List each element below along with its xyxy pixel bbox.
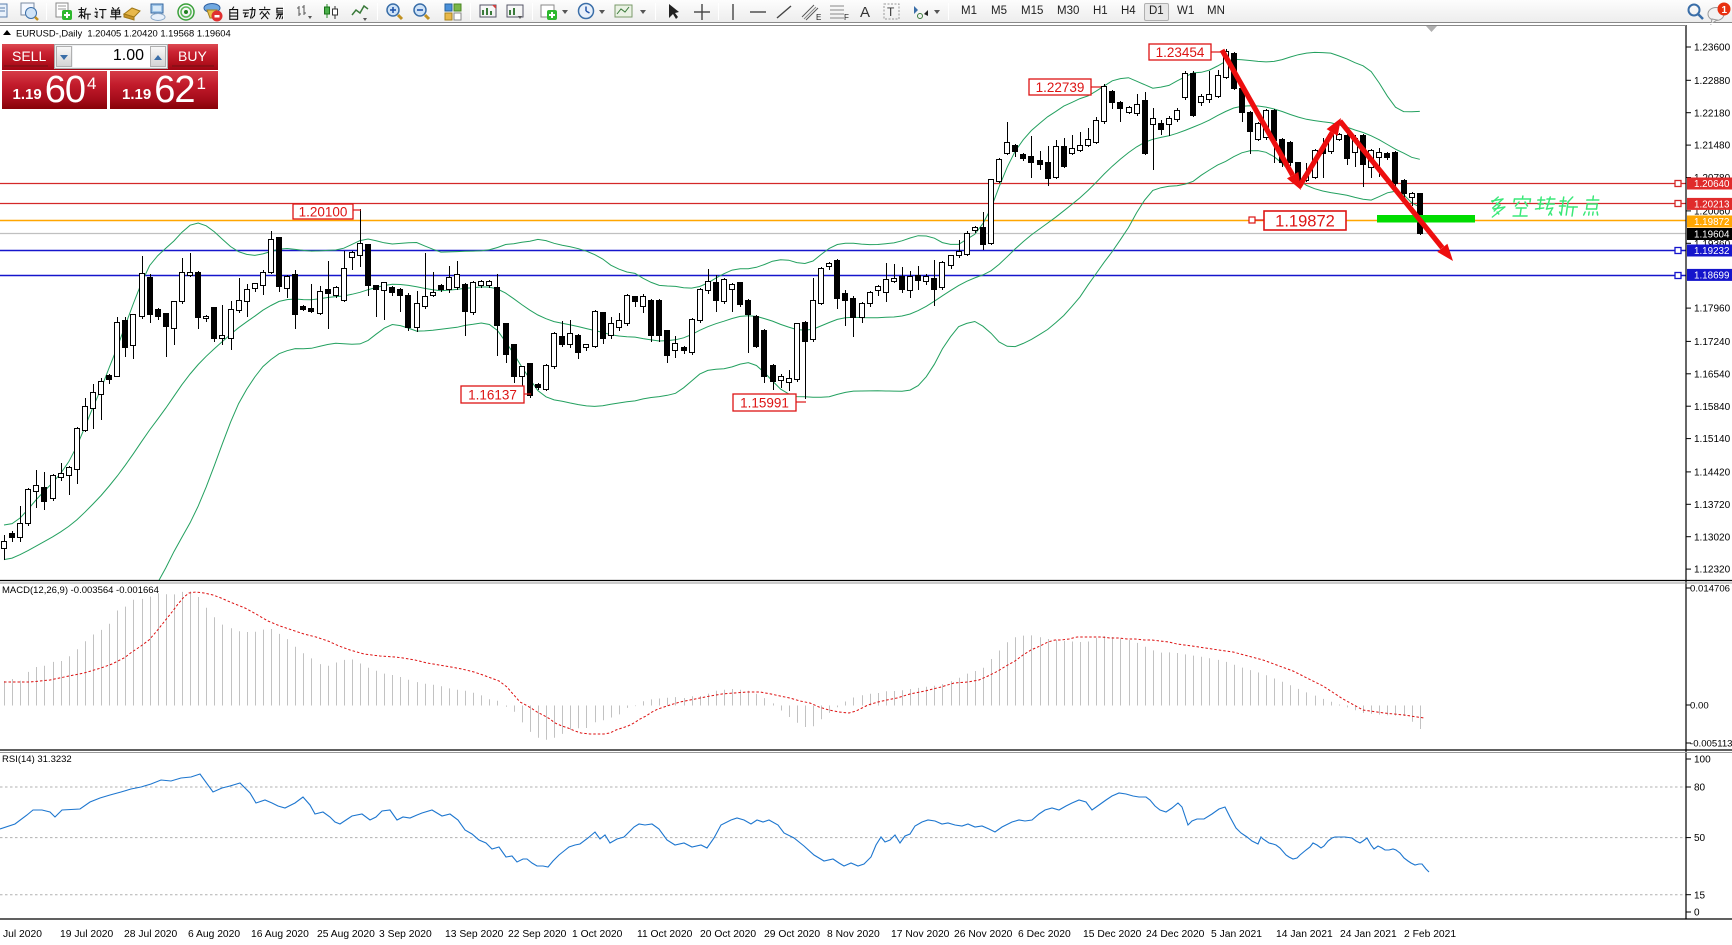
svg-text:1.21480: 1.21480: [1694, 141, 1731, 152]
svg-text:1.20060: 1.20060: [1694, 207, 1731, 218]
svg-text:1.15140: 1.15140: [1694, 434, 1731, 445]
svg-text:100: 100: [1694, 755, 1711, 766]
svg-text:1.15840: 1.15840: [1694, 402, 1731, 413]
svg-text:1.17960: 1.17960: [1694, 304, 1731, 315]
svg-text:3 Sep 2020: 3 Sep 2020: [379, 929, 432, 940]
svg-text:1.23600: 1.23600: [1694, 43, 1731, 54]
svg-text:80: 80: [1694, 783, 1706, 794]
svg-text:11 Oct 2020: 11 Oct 2020: [637, 929, 693, 940]
svg-text:1.15991: 1.15991: [740, 395, 789, 410]
svg-text:5 Jan 2021: 5 Jan 2021: [1211, 929, 1262, 940]
svg-text:1.20213: 1.20213: [1694, 199, 1730, 210]
svg-text:19 Jul 2020: 19 Jul 2020: [60, 929, 114, 940]
svg-text:1.23454: 1.23454: [1156, 45, 1205, 60]
svg-text:29 Oct 2020: 29 Oct 2020: [764, 929, 820, 940]
svg-text:16 Aug 2020: 16 Aug 2020: [251, 929, 309, 940]
svg-text:14 Jan 2021: 14 Jan 2021: [1276, 929, 1333, 940]
svg-text:6 Dec 2020: 6 Dec 2020: [1018, 929, 1071, 940]
svg-text:0: 0: [1694, 908, 1700, 919]
svg-text:RSI(14) 31.3232: RSI(14) 31.3232: [2, 754, 72, 765]
svg-text:1.19360: 1.19360: [1694, 239, 1731, 250]
svg-text:1.22880: 1.22880: [1694, 76, 1731, 87]
svg-text:T: T: [887, 5, 895, 19]
svg-text:1 Oct 2020: 1 Oct 2020: [572, 929, 623, 940]
svg-text:25 Aug 2020: 25 Aug 2020: [317, 929, 375, 940]
svg-text:1.19604: 1.19604: [1694, 230, 1730, 241]
svg-text:1.13020: 1.13020: [1694, 532, 1731, 543]
svg-text:1.17240: 1.17240: [1694, 337, 1731, 348]
svg-text:1.14420: 1.14420: [1694, 468, 1731, 479]
svg-text:1.16540: 1.16540: [1694, 369, 1731, 380]
svg-text:50: 50: [1694, 833, 1706, 844]
svg-text:6 Aug 2020: 6 Aug 2020: [188, 929, 240, 940]
svg-text:2 Feb 2021: 2 Feb 2021: [1404, 929, 1456, 940]
svg-text:1.20100: 1.20100: [299, 204, 348, 219]
svg-text:15 Dec 2020: 15 Dec 2020: [1083, 929, 1142, 940]
svg-text:0.014706: 0.014706: [1690, 583, 1730, 594]
svg-text:15: 15: [1694, 890, 1706, 901]
svg-text:E: E: [816, 13, 821, 22]
svg-text:1.22180: 1.22180: [1694, 108, 1731, 119]
svg-text:8 Nov 2020: 8 Nov 2020: [827, 929, 880, 940]
svg-text:1.16137: 1.16137: [468, 387, 517, 402]
svg-text:1: 1: [1722, 5, 1728, 16]
svg-text:0.00: 0.00: [1690, 700, 1709, 711]
svg-text:1.19232: 1.19232: [1694, 246, 1729, 257]
svg-text:Jul 2020: Jul 2020: [3, 929, 42, 940]
svg-text:1.12320: 1.12320: [1694, 565, 1731, 576]
svg-text:1.19872: 1.19872: [1275, 212, 1335, 230]
svg-text:F: F: [844, 13, 849, 22]
svg-text:26 Nov 2020: 26 Nov 2020: [954, 929, 1013, 940]
svg-text:MACD(12,26,9) -0.003564 -0.001: MACD(12,26,9) -0.003564 -0.001664: [2, 585, 159, 596]
svg-text:17 Nov 2020: 17 Nov 2020: [891, 929, 950, 940]
svg-text:-0.005113: -0.005113: [1690, 738, 1732, 749]
svg-text:13 Sep 2020: 13 Sep 2020: [445, 929, 504, 940]
svg-text:22 Sep 2020: 22 Sep 2020: [508, 929, 567, 940]
svg-text:EURUSD-,Daily 1.20405 1.20420: EURUSD-,Daily 1.20405 1.20420 1.19568 1.…: [16, 28, 231, 39]
svg-text:1.13720: 1.13720: [1694, 500, 1731, 511]
svg-text:1.19872: 1.19872: [1694, 217, 1729, 228]
svg-text:1.22739: 1.22739: [1036, 80, 1085, 95]
svg-text:1.18699: 1.18699: [1694, 270, 1729, 281]
svg-text:20 Oct 2020: 20 Oct 2020: [700, 929, 756, 940]
svg-text:24 Dec 2020: 24 Dec 2020: [1146, 929, 1205, 940]
svg-text:A: A: [860, 4, 870, 21]
svg-text:28 Jul 2020: 28 Jul 2020: [124, 929, 178, 940]
svg-text:1.20640: 1.20640: [1694, 179, 1730, 190]
svg-text:24 Jan 2021: 24 Jan 2021: [1340, 929, 1397, 940]
